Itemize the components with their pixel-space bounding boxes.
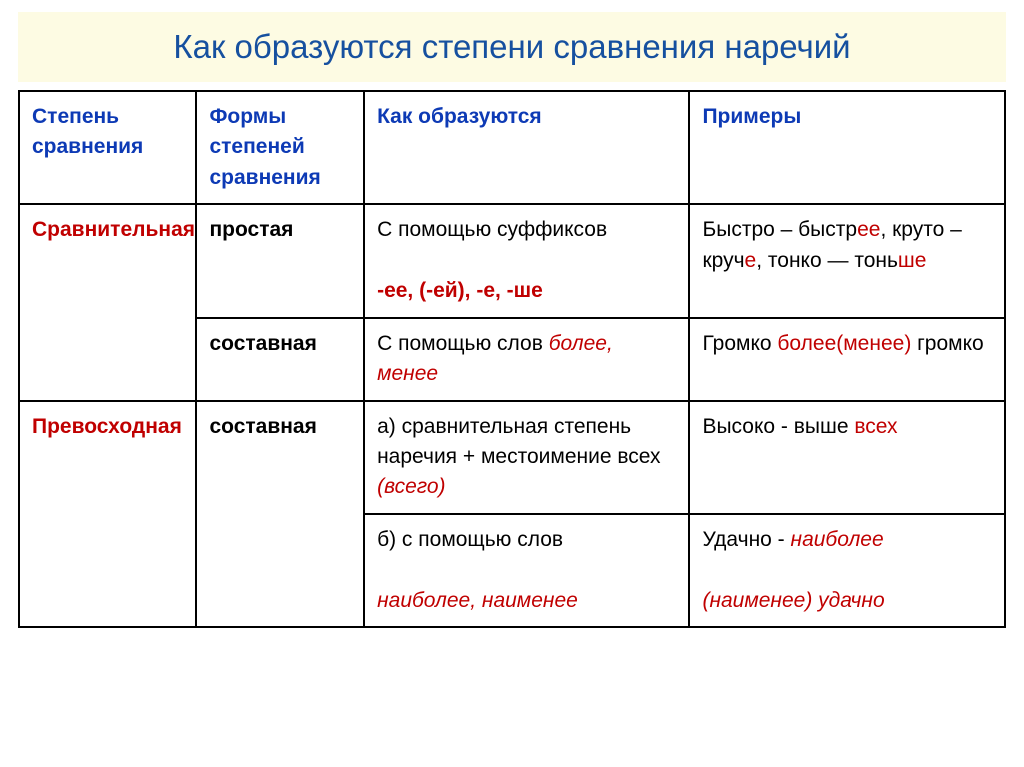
cell-comp-compound-how: С помощью слов более, менее bbox=[364, 318, 689, 401]
sup-how-b-words: наиболее, наименее bbox=[377, 589, 578, 612]
cell-simple-form: простая bbox=[196, 204, 364, 317]
title-bar: Как образуются степени сравнения наречий bbox=[18, 12, 1006, 82]
sup-how-a-prefix: а) сравнительная степень наречия + место… bbox=[377, 415, 660, 468]
cell-sup-ex-a: Высоко - выше всех bbox=[689, 401, 1005, 514]
sup-degree-label: Превосходная bbox=[32, 415, 182, 438]
cell-comp-degree: Сравнительная bbox=[19, 204, 196, 400]
cell-comp-compound-form: составная bbox=[196, 318, 364, 401]
simple-ex3a: , тонко — тонь bbox=[756, 249, 898, 272]
comp-compound-ex-b: более(менее) bbox=[777, 332, 911, 355]
sup-form-label: составная bbox=[209, 415, 316, 438]
sup-ex-a2: всех bbox=[854, 415, 897, 438]
page-title: Как образуются степени сравнения наречий bbox=[18, 28, 1006, 66]
th-how: Как образуются bbox=[364, 91, 689, 204]
sup-ex-b2: наиболее bbox=[791, 528, 884, 551]
cell-sup-how-b: б) с помощью слов наиболее, наименее bbox=[364, 514, 689, 627]
comp-compound-form-label: составная bbox=[209, 332, 316, 355]
sup-ex-a1: Высоко - выше bbox=[702, 415, 854, 438]
simple-suffixes: -ее, (-ей), -е, -ше bbox=[377, 279, 543, 302]
th-degree: Степень сравнения bbox=[19, 91, 196, 204]
simple-form-label: простая bbox=[209, 218, 293, 241]
comp-compound-how-prefix: С помощью слов bbox=[377, 332, 549, 355]
comp-compound-ex-a: Громко bbox=[702, 332, 777, 355]
th-examples: Примеры bbox=[689, 91, 1005, 204]
comparison-table: Степень сравнения Формы степеней сравнен… bbox=[18, 90, 1006, 628]
sup-ex-b1: Удачно - bbox=[702, 528, 790, 551]
simple-how-prefix: С помощью суффиксов bbox=[377, 218, 607, 241]
comp-compound-ex-c: громко bbox=[911, 332, 983, 355]
cell-sup-form: составная bbox=[196, 401, 364, 628]
cell-comp-compound-ex: Громко более(менее) громко bbox=[689, 318, 1005, 401]
cell-simple-how: С помощью суффиксов -ее, (-ей), -е, -ше bbox=[364, 204, 689, 317]
th-forms: Формы степеней сравнения bbox=[196, 91, 364, 204]
simple-ex1b: ее bbox=[857, 218, 880, 241]
simple-ex1a: Быстро – быстр bbox=[702, 218, 857, 241]
comp-degree-label: Сравнительная bbox=[32, 218, 195, 241]
cell-sup-degree: Превосходная bbox=[19, 401, 196, 628]
row-comp-simple: Сравнительная простая С помощью суффиксо… bbox=[19, 204, 1005, 317]
simple-ex3b: ше bbox=[898, 249, 927, 272]
header-row: Степень сравнения Формы степеней сравнен… bbox=[19, 91, 1005, 204]
sup-how-b-prefix: б) с помощью слов bbox=[377, 528, 563, 551]
cell-simple-ex: Быстро – быстрее, круто – круче, тонко —… bbox=[689, 204, 1005, 317]
cell-sup-how-a: а) сравнительная степень наречия + место… bbox=[364, 401, 689, 514]
sup-how-a-paren: (всего) bbox=[377, 475, 445, 498]
cell-sup-ex-b: Удачно - наиболее (наименее) удачно bbox=[689, 514, 1005, 627]
sup-ex-b3: (наименее) удачно bbox=[702, 589, 884, 612]
simple-ex2b: е bbox=[745, 249, 757, 272]
row-sup-a: Превосходная составная а) сравнительная … bbox=[19, 401, 1005, 514]
